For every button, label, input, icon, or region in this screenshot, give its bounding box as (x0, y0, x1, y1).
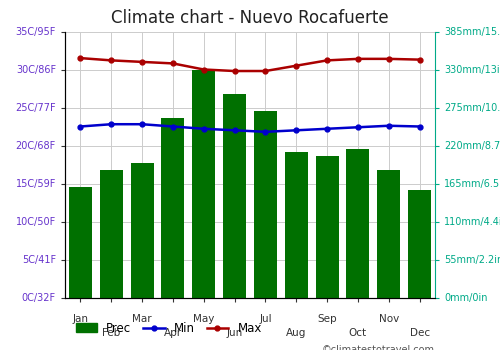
Text: Dec: Dec (410, 328, 430, 338)
Bar (192, 70, 216, 298)
Bar (408, 190, 431, 298)
Text: Mar: Mar (132, 314, 152, 324)
Bar (377, 170, 400, 298)
Title: Climate chart - Nuevo Rocafuerte: Climate chart - Nuevo Rocafuerte (111, 9, 389, 27)
Text: Jun: Jun (226, 328, 242, 338)
Bar (223, 94, 246, 298)
Text: Feb: Feb (102, 328, 120, 338)
Bar (284, 152, 308, 298)
Text: Aug: Aug (286, 328, 306, 338)
Text: Jan: Jan (72, 314, 88, 324)
Bar (346, 149, 370, 298)
Text: ©climatestotravel.com: ©climatestotravel.com (322, 345, 435, 350)
Bar (254, 111, 277, 298)
Text: May: May (193, 314, 214, 324)
Text: Jul: Jul (259, 314, 272, 324)
Text: Apr: Apr (164, 328, 182, 338)
Legend: Prec, Min, Max: Prec, Min, Max (71, 317, 266, 340)
Bar (162, 118, 184, 297)
Bar (69, 187, 92, 298)
Bar (100, 170, 123, 298)
Text: Sep: Sep (318, 314, 337, 324)
Bar (130, 163, 154, 298)
Text: Oct: Oct (349, 328, 367, 338)
Bar (316, 156, 338, 298)
Text: Nov: Nov (378, 314, 399, 324)
